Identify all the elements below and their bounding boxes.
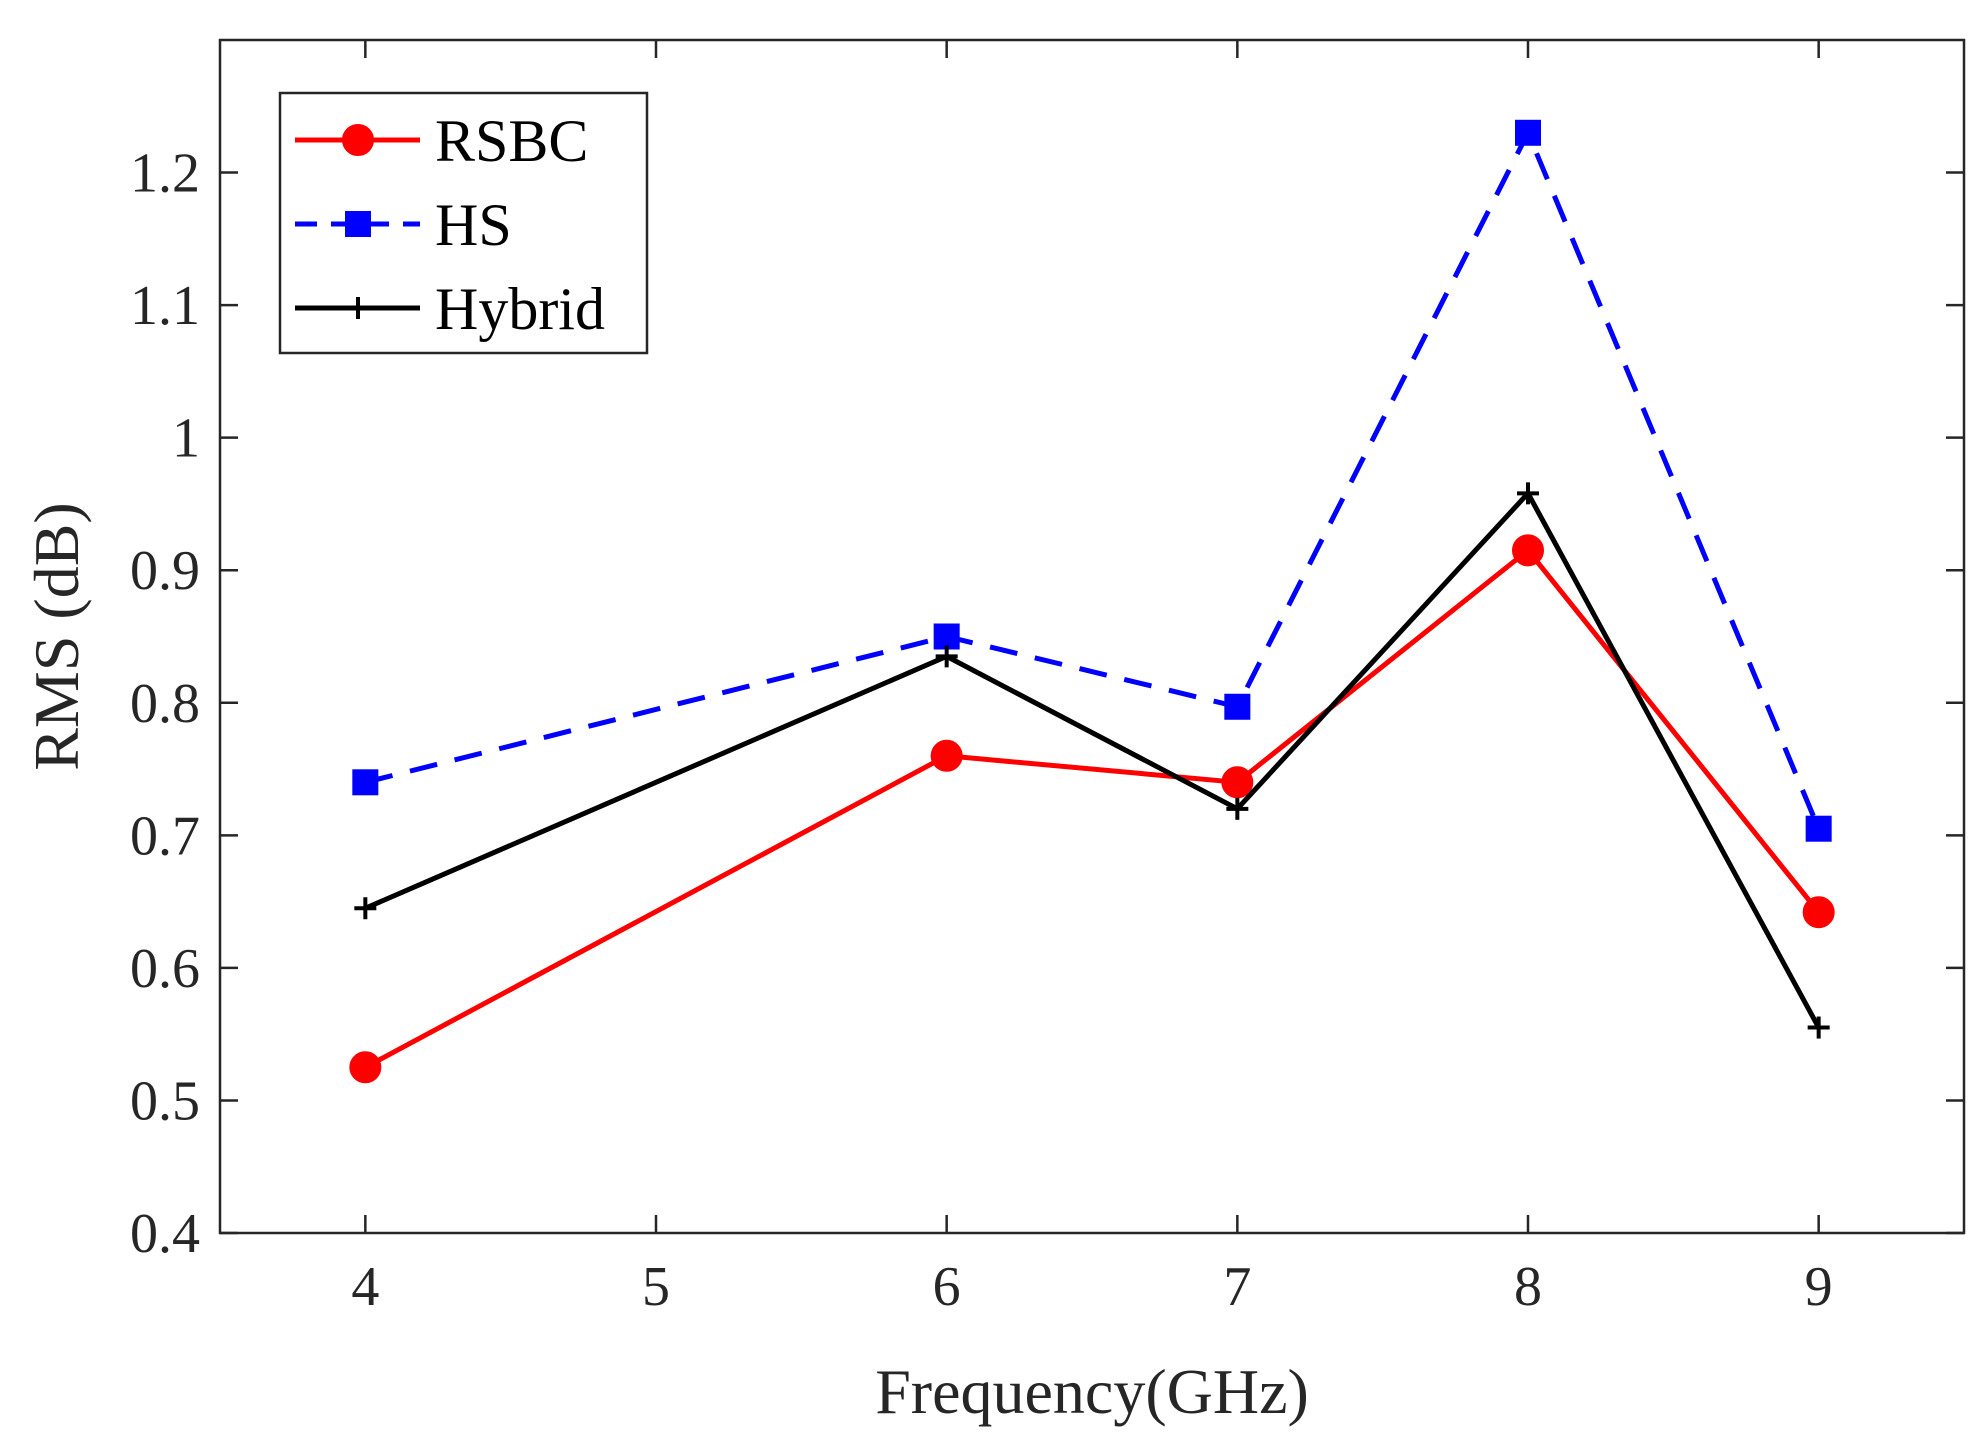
axes: 4 5 6 7 8 9 0.4 0.5 0.6 0.7 0.8 0.9 1 1.1 1.2 bbox=[130, 38, 1966, 1318]
x-axis-title: Frequency(GHz) bbox=[875, 1356, 1309, 1427]
legend-marker-hs bbox=[345, 211, 371, 237]
legend-marker-rsbc bbox=[342, 124, 374, 156]
y-tick-label: 0.5 bbox=[130, 1070, 200, 1132]
axes-frame bbox=[218, 38, 1966, 1235]
data-point-rsbc bbox=[1802, 896, 1835, 929]
x-tick-label: 6 bbox=[933, 1256, 961, 1318]
x-tick-label: 5 bbox=[642, 1256, 670, 1318]
y-tick-label: 1.1 bbox=[130, 275, 200, 337]
data-point-hybrid bbox=[1807, 1016, 1830, 1039]
x-tick-label: 4 bbox=[351, 1256, 379, 1318]
data-point-hybrid bbox=[1226, 797, 1249, 820]
y-tick-label: 1.2 bbox=[130, 143, 200, 205]
data-point-hs bbox=[1515, 119, 1541, 146]
data-point-rsbc bbox=[930, 739, 963, 772]
data-point-hybrid bbox=[354, 897, 377, 920]
y-tick-label: 0.8 bbox=[130, 673, 200, 735]
legend-label-rsbc: RSBC bbox=[435, 108, 588, 174]
data-point-rsbc bbox=[1512, 534, 1544, 567]
y-tick-label: 0.4 bbox=[130, 1203, 200, 1265]
legend: RSBC HS Hybrid bbox=[278, 91, 649, 355]
legend-label-hybrid: Hybrid bbox=[435, 276, 605, 342]
data-point-hs bbox=[933, 623, 960, 650]
data-point-hs bbox=[1224, 693, 1251, 720]
x-tick-label: 8 bbox=[1514, 1256, 1542, 1318]
data-point-hs bbox=[352, 769, 379, 796]
y-tick-label: 0.7 bbox=[130, 805, 200, 867]
data-point-hybrid bbox=[935, 645, 958, 668]
x-tick-label: 7 bbox=[1223, 1256, 1251, 1318]
x-tick-label: 9 bbox=[1805, 1256, 1833, 1318]
y-tick-label: 1 bbox=[172, 408, 200, 470]
legend-label-hs: HS bbox=[435, 192, 512, 258]
y-tick-label: 0.9 bbox=[130, 540, 200, 602]
y-tick-label: 0.6 bbox=[130, 938, 200, 1000]
plot-area bbox=[349, 119, 1835, 1084]
data-point-hs bbox=[1805, 815, 1832, 842]
data-point-hybrid bbox=[1517, 482, 1539, 505]
data-point-rsbc bbox=[1221, 766, 1254, 799]
data-point-rsbc bbox=[349, 1051, 382, 1084]
legend-marker-hybrid bbox=[347, 297, 369, 319]
y-axis-title: RMS (dB) bbox=[21, 502, 92, 771]
